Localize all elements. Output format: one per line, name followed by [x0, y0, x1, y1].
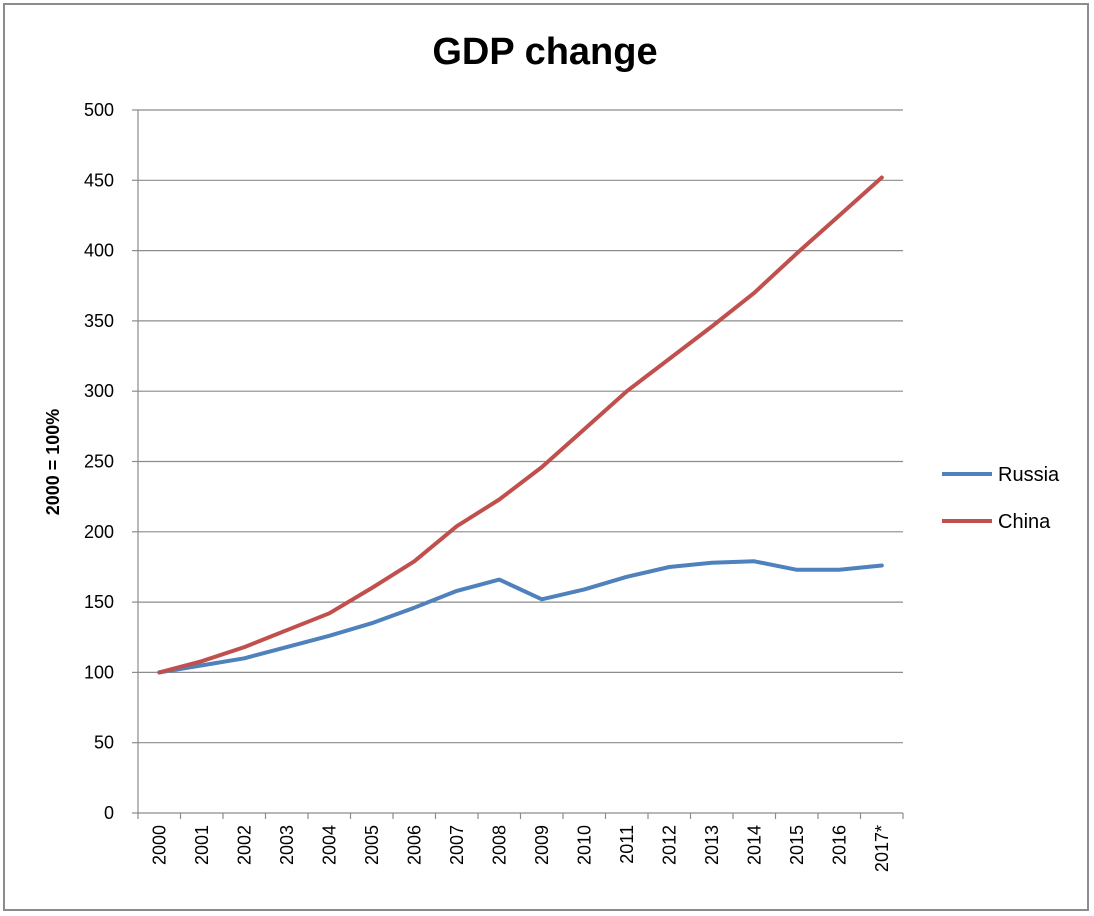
legend-label-china: China	[998, 511, 1051, 533]
x-tick-label: 2001	[192, 825, 212, 865]
y-tick-label: 350	[84, 311, 114, 331]
x-tick-label: 2013	[702, 825, 722, 865]
y-tick-label: 500	[84, 100, 114, 120]
x-tick-label: 2003	[277, 825, 297, 865]
y-tick-label: 300	[84, 381, 114, 401]
y-tick-label: 50	[94, 733, 114, 753]
series-line-china	[157, 175, 884, 675]
gridlines	[138, 109, 903, 744]
x-tick-label: 2012	[659, 825, 679, 865]
y-tick-labels: 0 50 100 150 200 250 300 350 400 450 500	[84, 100, 114, 823]
x-tick-label: 2011	[617, 825, 637, 864]
y-tick-label: 0	[104, 803, 114, 823]
x-tick-label: 2007	[447, 825, 467, 865]
x-tick-label: 2009	[532, 825, 552, 865]
x-tick-label: 2005	[362, 825, 382, 865]
x-tick-label: 2015	[787, 825, 807, 865]
chart-title: GDP change	[432, 31, 657, 73]
x-tick-label: 2006	[404, 825, 424, 865]
y-tick-label: 400	[84, 241, 114, 261]
chart-frame	[3, 3, 1089, 911]
y-tick-label: 200	[84, 522, 114, 542]
x-tick-label: 2014	[744, 825, 764, 865]
x-tick-label: 2000	[149, 825, 169, 865]
x-tick-label: 2010	[574, 825, 594, 865]
y-axis-label: 2000 = 100%	[43, 409, 63, 516]
x-tick-label: 2016	[829, 825, 849, 865]
x-tick-labels: 2000 2001 2002 2003 2004 2005 2006 2007 2008 2009…	[149, 825, 892, 872]
axes	[132, 109, 904, 819]
legend: Russia China	[942, 464, 1060, 533]
x-tick-label: 2002	[234, 825, 254, 865]
series-line-russia	[157, 559, 884, 675]
y-tick-label: 150	[84, 592, 114, 612]
y-tick-label: 250	[84, 452, 114, 472]
x-tick-label: 2008	[489, 825, 509, 865]
legend-label-russia: Russia	[998, 464, 1060, 486]
y-tick-label: 450	[84, 170, 114, 190]
series-lines	[157, 175, 884, 675]
x-tick-label: 2017*	[872, 825, 892, 872]
x-tick-label: 2004	[319, 825, 339, 865]
y-tick-label: 100	[84, 662, 114, 682]
